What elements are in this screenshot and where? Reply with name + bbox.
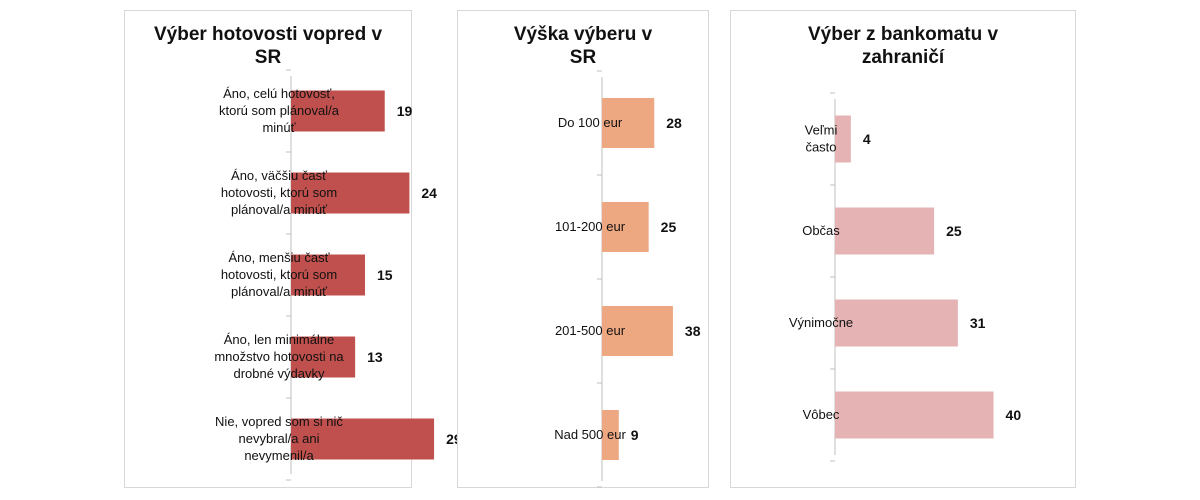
category-label: Vôbec	[803, 407, 840, 422]
category-label-line: plánoval/a minúť	[231, 284, 327, 299]
bar	[291, 172, 410, 214]
bar-value-label: 24	[421, 185, 437, 201]
chart-panel-atm-abroad: Výber z bankomatu v zahraničí 4 Veľmi čast…	[730, 10, 1076, 488]
category-label-line: nevymenil/a	[244, 448, 314, 463]
bar-chart: 4 Veľmi často 25 Občas 31 Výnimočne 40 Vôbec	[731, 11, 1077, 489]
category-label: Nie, vopred som si nič nevybral/a ani nevy…	[215, 414, 343, 463]
bar	[291, 90, 385, 132]
category-label: Výnimočne	[789, 315, 853, 330]
category-label-line: Výnimočne	[789, 315, 853, 330]
category-label-line: plánoval/a minúť	[231, 202, 327, 217]
category-label-line: Áno, len minimálne	[224, 332, 335, 347]
category-label: Áno, menšiu časť hotovosti, ktorú som plán…	[221, 250, 337, 299]
chart-canvas: 4 Veľmi často 25 Občas 31 Výnimočne 40 Vôbec	[789, 92, 1022, 462]
chart-canvas: 19 Áno, celú hotovosť, ktorú som plánoval/…	[214, 69, 462, 481]
chart-title: Výška výberu v SR	[513, 24, 653, 68]
bar-value-label: 40	[1006, 407, 1022, 423]
category-label-line: drobné výdavky	[233, 366, 325, 381]
bar-value-label: 25	[661, 219, 677, 235]
bar	[602, 306, 673, 356]
bar	[602, 202, 649, 252]
bar-value-label: 15	[377, 267, 393, 283]
chart-title: Výber z bankomatu v zahraničí	[807, 24, 999, 68]
category-label-line: Veľmi	[805, 123, 838, 138]
chart-panel-withdrawal-amount: Výška výberu v SR 28 Do 100 eur 25 101-200 …	[457, 10, 709, 488]
bar-value-label: 13	[367, 349, 383, 365]
category-label-line: minúť	[262, 120, 295, 135]
category-label: Veľmi často	[805, 123, 838, 155]
chart-title: Výber hotovosti vopred v SR	[153, 24, 383, 68]
category-label-line: Áno, väčšiu časť	[231, 168, 327, 183]
chart-panel-cash-withdrawal-sr: Výber hotovosti vopred v SR 19 Áno, celú …	[124, 10, 462, 489]
bar-value-label: 4	[863, 131, 871, 147]
category-label: Áno, celú hotovosť, ktorú som plánoval/a m…	[219, 86, 340, 135]
category-label-line: často	[805, 140, 836, 155]
bar	[602, 410, 619, 460]
category-label-line: Vôbec	[803, 407, 840, 422]
bar	[835, 115, 851, 163]
bar	[602, 98, 655, 148]
bar-value-label: 28	[666, 115, 682, 131]
category-label: Do 100 eur	[558, 115, 623, 130]
category-label-line: 201-500 eur	[555, 323, 626, 338]
category-label-line: 101-200 eur	[555, 219, 626, 234]
category-label-line: nevybral/a ani	[239, 431, 320, 446]
category-label-line: Áno, celú hotovosť,	[223, 86, 335, 101]
category-label-line: Do 100 eur	[558, 115, 623, 130]
bar	[835, 299, 958, 347]
category-label-line: Nad 500 eur	[554, 427, 626, 442]
bar	[835, 391, 994, 439]
category-label: Občas	[802, 223, 840, 238]
category-label: 201-500 eur	[555, 323, 626, 338]
category-label-line: ktorú som plánoval/a	[219, 103, 340, 118]
bar-value-label: 25	[946, 223, 962, 239]
bar-value-label: 19	[397, 103, 413, 119]
category-label: 101-200 eur	[555, 219, 626, 234]
bar	[835, 207, 935, 255]
bar-value-label: 38	[685, 323, 701, 339]
category-label: Áno, väčšiu časť hotovosti, ktorú som plán…	[221, 168, 337, 217]
category-label-line: množstvo hotovosti na	[214, 349, 344, 364]
bar	[291, 336, 356, 378]
category-label-line: Áno, menšiu časť	[229, 250, 330, 265]
category-label-line: Občas	[802, 223, 840, 238]
category-label-line: Nie, vopred som si nič	[215, 414, 343, 429]
category-label: Áno, len minimálne množstvo hotovosti na d…	[214, 332, 344, 381]
bar-chart: 28 Do 100 eur 25 101-200 eur 38 201-500 eur 9 N…	[458, 11, 710, 489]
bar-value-label: 31	[970, 315, 986, 331]
category-label-line: hotovosti, ktorú som	[221, 267, 337, 282]
bar	[291, 418, 435, 460]
category-label: Nad 500 eur	[554, 427, 626, 442]
bar-value-label: 9	[631, 427, 639, 443]
chart-canvas: 28 Do 100 eur 25 101-200 eur 38 201-500 eur 9N…	[554, 70, 701, 488]
bar	[291, 254, 365, 296]
bar-chart: 19 Áno, celú hotovosť, ktorú som plánoval/…	[125, 11, 462, 489]
category-label-line: hotovosti, ktorú som	[221, 185, 337, 200]
